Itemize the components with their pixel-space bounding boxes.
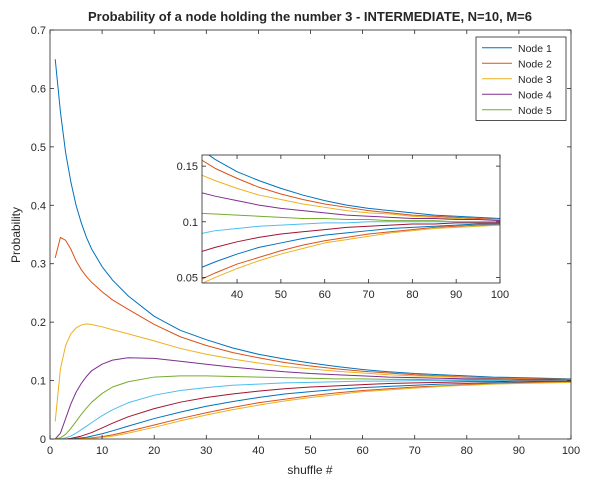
main-x-tick-label: 100 [562, 445, 580, 457]
main-series-line-4 [54, 357, 571, 439]
inset-series-line-8 [202, 223, 500, 268]
main-series-line-3 [54, 323, 571, 422]
main-series-line-10 [55, 381, 571, 439]
main-x-tick-label: 80 [461, 445, 473, 457]
legend-box [475, 36, 567, 121]
inset-series-group [202, 155, 500, 283]
inset-y-tick-label: 0.05 [177, 272, 198, 284]
inset-series-line-5 [202, 212, 500, 223]
inset-series-line-6 [202, 221, 500, 234]
main-x-tick-label: 40 [252, 445, 264, 457]
legend-label: Node 5 [518, 105, 552, 117]
main-series-line-5 [55, 375, 571, 439]
inset-plot-area: 40 50 60 70 80 90 100 0.05 0.1 0.15 [177, 154, 509, 301]
inset-x-tick-label: 50 [275, 289, 287, 301]
legend-label: Node 4 [518, 89, 552, 101]
main-series-line-7 [55, 380, 571, 439]
inset-x-tick-label: 70 [362, 289, 374, 301]
main-x-tick-label: 10 [96, 445, 108, 457]
main-x-tick-label: 0 [47, 445, 53, 457]
main-y-tick-label: 0.2 [31, 317, 46, 329]
main-series-line-6 [55, 380, 571, 439]
inset-y-tick-label: 0.1 [183, 217, 198, 229]
main-y-tick-label: 0.1 [31, 376, 46, 388]
main-x-tick-label: 90 [513, 445, 525, 457]
main-x-tick-label: 70 [409, 445, 421, 457]
inset-series-line-3 [202, 174, 500, 221]
y-axis-label: Probability [9, 207, 23, 263]
legend-label: Node 3 [518, 74, 552, 86]
main-x-tick-label: 60 [356, 445, 368, 457]
main-y-tick-label: 0.6 [31, 83, 46, 95]
main-series-line-2 [54, 236, 571, 380]
main-y-tick-label: 0.7 [31, 25, 46, 37]
inset-series-line-1 [208, 155, 500, 219]
inset-x-tick-label: 100 [491, 289, 509, 301]
inset-series-line-4 [202, 192, 500, 222]
inset-series-line-7 [202, 222, 500, 252]
inset-y-tick-label: 0.15 [177, 161, 198, 173]
inset-series-line-10 [202, 224, 500, 283]
main-y-tick-label: 0.3 [31, 259, 46, 271]
legend-label: Node 1 [518, 43, 552, 55]
legend-label: Node 2 [518, 58, 552, 70]
legend: Node 1 Node 2 Node 3 Node 4 Node 5 [475, 36, 567, 121]
main-x-tick-label: 30 [200, 445, 212, 457]
inset-x-tick-label: 60 [319, 289, 331, 301]
x-axis-label: shuffle # [287, 463, 332, 477]
main-y-tick-label: 0.5 [31, 142, 46, 154]
main-y-tick-label: 0.4 [31, 200, 46, 212]
inset-series-line-9 [202, 224, 500, 280]
main-series-line-8 [55, 381, 571, 439]
inset-frame [201, 154, 501, 284]
chart-title: Probability of a node holding the number… [88, 9, 532, 24]
main-y-tick-label: 0 [40, 434, 46, 446]
main-series-line-1 [54, 59, 571, 380]
inset-background [202, 155, 500, 283]
inset-x-tick-label: 90 [450, 289, 462, 301]
inset-x-tick-label: 80 [406, 289, 418, 301]
inset-series-line-2 [202, 159, 500, 221]
inset-x-tick-label: 40 [231, 289, 243, 301]
main-x-tick-label: 50 [304, 445, 316, 457]
main-x-tick-label: 20 [148, 445, 160, 457]
